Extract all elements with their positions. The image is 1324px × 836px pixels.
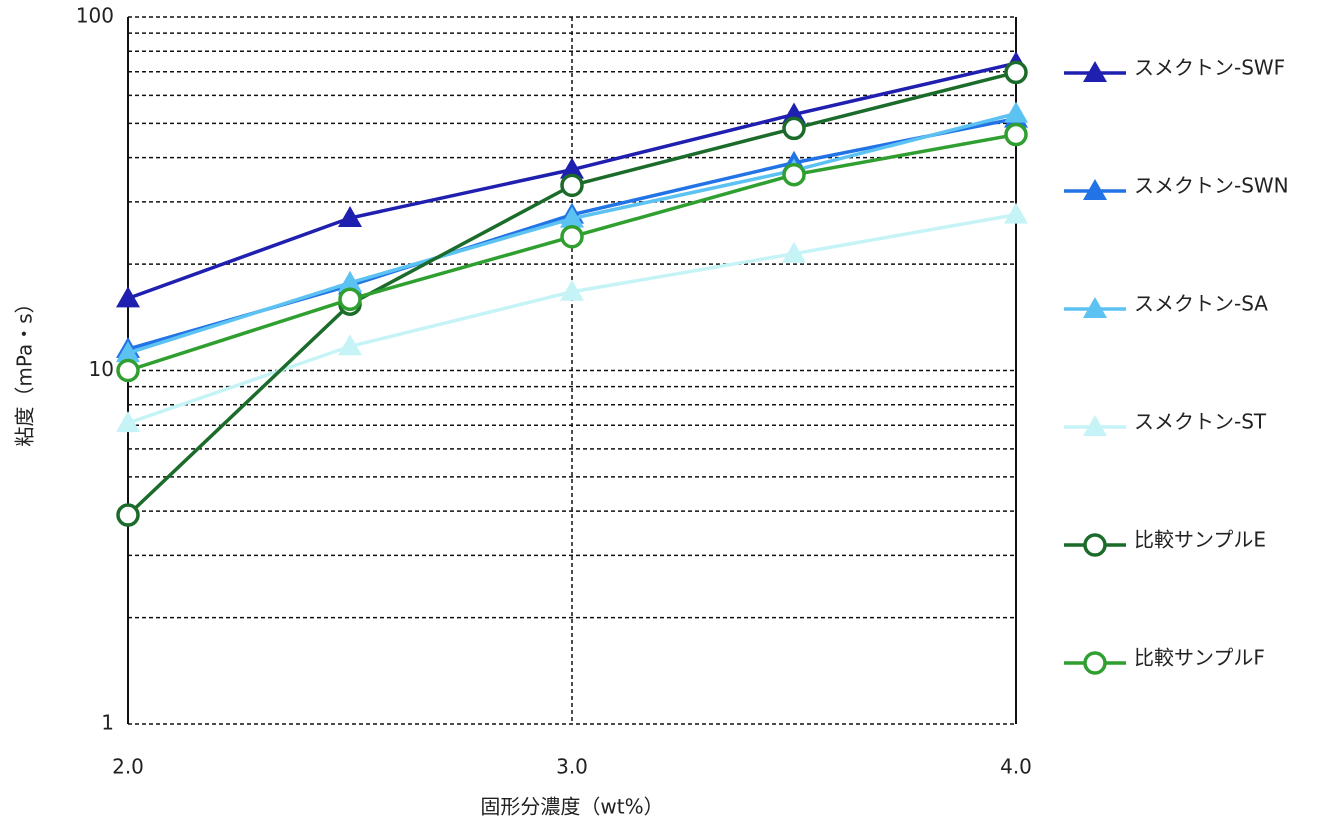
data-point xyxy=(1004,101,1028,123)
legend-marker xyxy=(1083,61,1107,82)
data-point xyxy=(1004,122,1028,147)
y-tick-label: 100 xyxy=(76,4,114,28)
data-point xyxy=(782,241,806,263)
y-tick-label: 1 xyxy=(101,711,114,735)
legend-marker xyxy=(1083,179,1107,200)
x-tick-label: 2.0 xyxy=(112,755,144,779)
legend-label: 比較サンプルE xyxy=(1134,528,1266,552)
x-tick-label: 4.0 xyxy=(1000,755,1032,779)
legend-label: スメクトン-SWF xyxy=(1134,56,1285,80)
data-point xyxy=(782,116,806,141)
data-point xyxy=(782,162,806,187)
x-tick-label: 3.0 xyxy=(556,755,588,779)
data-point xyxy=(116,358,140,383)
data-point xyxy=(560,173,584,198)
legend-marker xyxy=(1083,297,1107,318)
data-point xyxy=(116,411,140,433)
data-point xyxy=(116,341,140,363)
legend-marker xyxy=(1083,651,1107,675)
legend-label: スメクトン-SWN xyxy=(1134,174,1289,198)
x-axis-label: 固形分濃度（wt%） xyxy=(480,795,663,819)
y-axis-label: 粘度（mPa・s） xyxy=(13,293,37,446)
data-point xyxy=(1004,60,1028,85)
legend-label: スメクトン-ST xyxy=(1134,410,1267,434)
data-point xyxy=(560,157,584,179)
data-point xyxy=(116,503,140,527)
legend-marker xyxy=(1083,415,1107,436)
data-point xyxy=(560,206,584,228)
data-point xyxy=(338,287,362,312)
data-point xyxy=(116,286,140,308)
data-point xyxy=(338,270,362,292)
legend-label: スメクトン-SA xyxy=(1134,292,1268,316)
data-point xyxy=(560,279,584,301)
y-tick-label: 10 xyxy=(89,357,114,381)
legend-marker xyxy=(1083,533,1107,557)
data-point xyxy=(782,102,806,124)
data-point xyxy=(1004,202,1028,224)
data-point xyxy=(338,206,362,228)
data-point xyxy=(338,334,362,356)
data-point xyxy=(560,224,584,249)
legend-label: 比較サンプルF xyxy=(1134,646,1265,670)
